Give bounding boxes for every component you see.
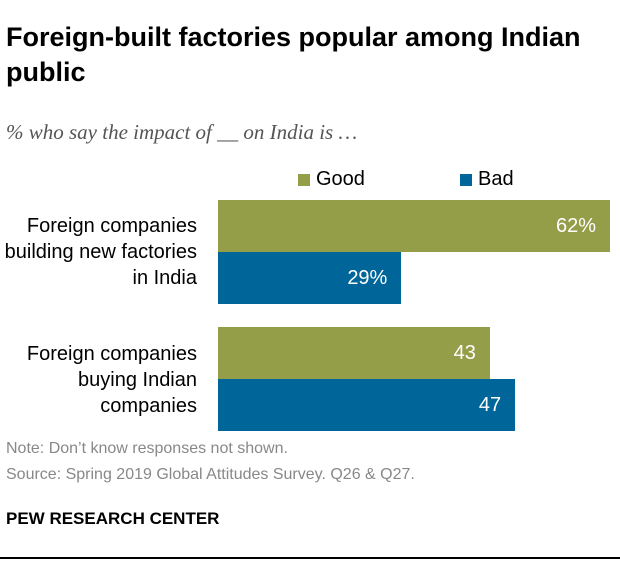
category-label-buying: Foreign companies buying Indian companie… [26,343,197,417]
note: Note: Don’t know responses not shown. [6,440,288,457]
legend-label-good: Good [316,168,365,190]
data-label-good-1: 43 [453,342,476,364]
source: Source: Spring 2019 Global Attitudes Sur… [6,466,415,484]
bar-bad-1 [218,379,516,431]
bar-good-1 [218,327,490,379]
source-prefix: Source: [6,466,66,483]
category-label-factories: Foreign companies building new factories… [4,215,197,289]
chart-title: Foreign-built factories popular among In… [6,22,581,87]
bar-good-0 [218,200,610,252]
legend-swatch-good [298,173,310,186]
data-label-bad-1: 47 [478,394,502,416]
legend-label-bad: Bad [478,168,514,190]
legend-good: Good [298,168,365,191]
data-label-bad-0: 29% [347,267,388,289]
bottom-rule [0,557,620,559]
legend-bad: Bad [460,168,514,191]
legend-swatch-bad [460,173,472,186]
chart-subtitle: % who say the impact of __ on India is … [6,120,358,144]
data-label-good-0: 62% [555,215,596,237]
brand-logo-text: PEW RESEARCH CENTER [6,509,220,528]
bar-bad-0 [218,252,402,304]
source-text: Spring 2019 Global Attitudes Survey. Q26… [65,466,415,483]
